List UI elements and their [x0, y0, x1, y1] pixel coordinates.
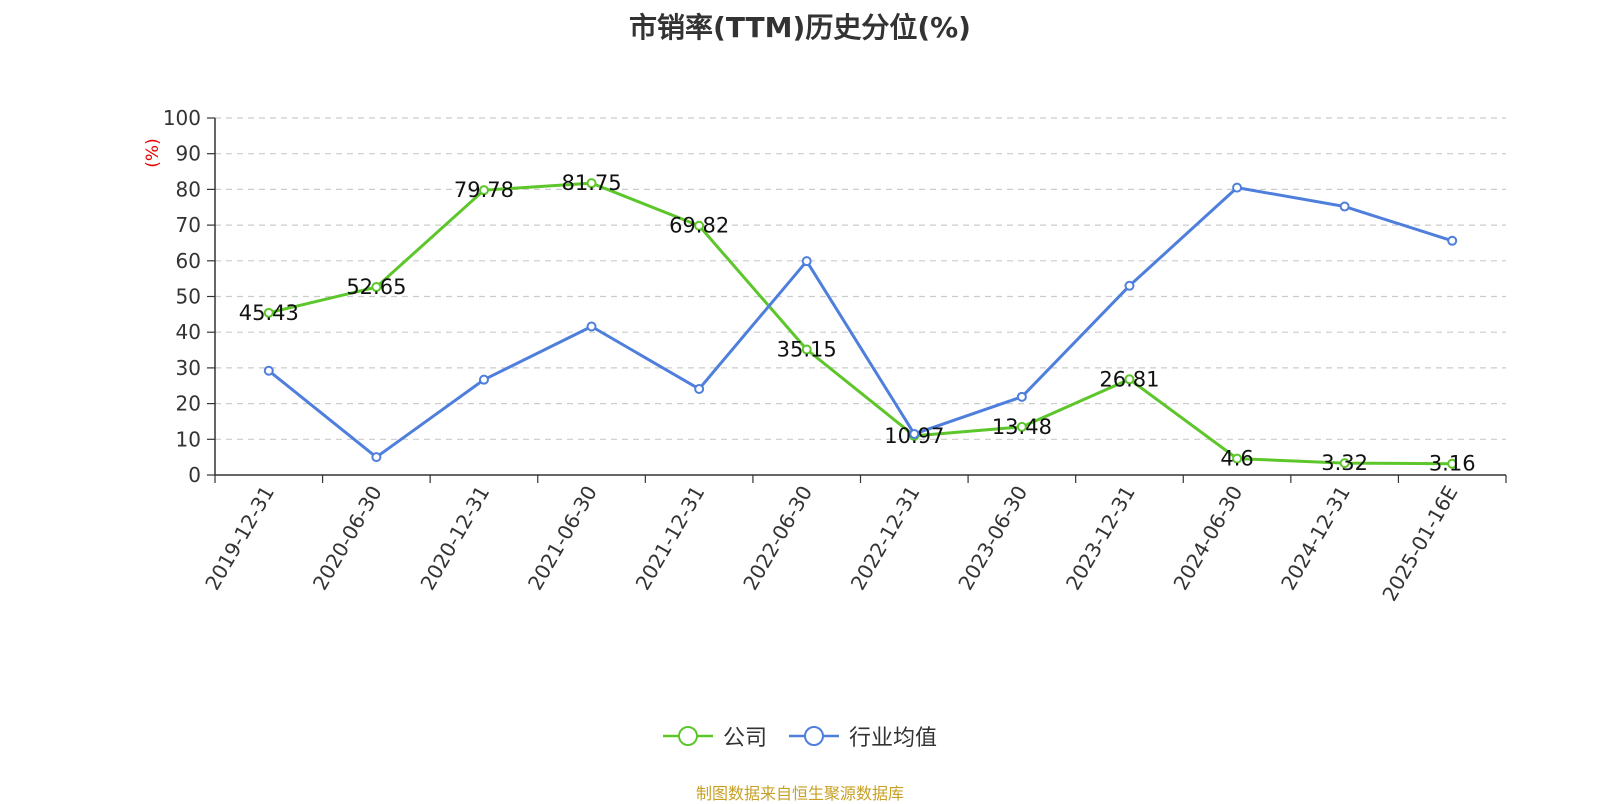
- x-tick-label: 2022-12-31: [846, 482, 925, 595]
- y-tick-label: 80: [176, 177, 201, 201]
- series-line-company: [268, 181, 1453, 466]
- data-point-industry: [371, 452, 382, 463]
- y-tick-label: 50: [176, 285, 201, 309]
- data-point-industry: [478, 374, 489, 385]
- data-label: 79.78: [454, 178, 514, 202]
- data-point-company: [1447, 458, 1458, 469]
- x-tick-label: 2020-06-30: [308, 482, 387, 595]
- data-point-company: [801, 344, 812, 355]
- data-label: 26.81: [1099, 367, 1159, 391]
- legend-item-company[interactable]: 公司: [662, 720, 767, 752]
- data-point-industry: [801, 256, 812, 267]
- y-tick-label: 20: [176, 392, 201, 416]
- data-label: 52.65: [346, 275, 406, 299]
- x-tick-label: 2024-06-30: [1168, 482, 1247, 595]
- x-tick-label: 2021-06-30: [523, 482, 602, 595]
- data-point-industry: [1447, 235, 1458, 246]
- data-label: 45.43: [239, 301, 299, 325]
- data-point-industry: [586, 321, 597, 332]
- data-point-industry: [1016, 391, 1027, 402]
- y-tick-label: 30: [176, 356, 201, 380]
- data-point-industry: [694, 383, 705, 394]
- data-label: 69.82: [669, 214, 729, 238]
- data-label: 35.15: [777, 338, 837, 362]
- legend-item-industry[interactable]: 行业均值: [789, 720, 937, 752]
- data-label: 13.48: [992, 415, 1052, 439]
- data-point-company: [1124, 374, 1135, 385]
- legend-label-industry: 行业均值: [849, 726, 938, 751]
- x-tick-label: 2023-12-31: [1061, 482, 1140, 595]
- legend-company-marker-icon: [662, 726, 713, 746]
- data-label: 3.32: [1321, 451, 1368, 475]
- y-tick-label: 0: [188, 463, 201, 487]
- data-point-company: [478, 185, 489, 196]
- data-point-company: [1232, 453, 1243, 464]
- data-point-company: [263, 307, 274, 318]
- x-tick-label: 2021-12-31: [631, 482, 710, 595]
- y-axis-label: (%): [143, 138, 163, 167]
- data-point-industry: [1124, 280, 1135, 291]
- x-tick-label: 2019-12-31: [200, 482, 279, 595]
- data-point-company: [1016, 421, 1027, 432]
- y-tick-label: 70: [176, 213, 201, 237]
- y-tick-label: 90: [176, 142, 201, 166]
- x-tick-label: 2023-06-30: [953, 482, 1032, 595]
- data-label: 3.16: [1429, 452, 1476, 476]
- data-point-industry: [1339, 201, 1350, 212]
- series: [263, 178, 1458, 469]
- data-source-note: 制图数据来自恒生聚源数据库: [695, 784, 904, 803]
- data-point-company: [1339, 458, 1350, 469]
- data-point-company: [586, 178, 597, 189]
- legend-label-company: 公司: [722, 726, 767, 751]
- y-tick-label: 40: [176, 320, 201, 344]
- y-tick-label: 100: [163, 106, 201, 130]
- y-tick-label: 60: [176, 249, 201, 273]
- data-labels: 45.43 52.65 79.78 81.75 69.82 35.15 10.97 13.48…: [239, 171, 1476, 476]
- x-tick-label: 2025-01-16E: [1377, 482, 1462, 606]
- data-label: 81.75: [561, 171, 621, 195]
- x-tick-label: 2024-12-31: [1276, 482, 1355, 595]
- legend-industry-marker-icon: [789, 726, 839, 746]
- data-point-industry: [263, 365, 274, 376]
- data-point-company: [694, 220, 705, 231]
- data-label: 4.6: [1220, 447, 1253, 471]
- data-point-company: [371, 282, 382, 293]
- x-tick-label: 2020-12-31: [415, 482, 494, 595]
- x-tick-label: 2022-06-30: [738, 482, 817, 595]
- y-tick-label: 10: [176, 427, 201, 451]
- data-point-industry: [1232, 182, 1243, 193]
- data-label: 10.97: [884, 424, 944, 448]
- chart-title: 市销率(TTM)历史分位(%): [629, 11, 971, 44]
- series-line-industry: [267, 186, 1453, 459]
- legend: 公司 行业均值: [0, 720, 1600, 752]
- data-point-industry: [909, 428, 920, 439]
